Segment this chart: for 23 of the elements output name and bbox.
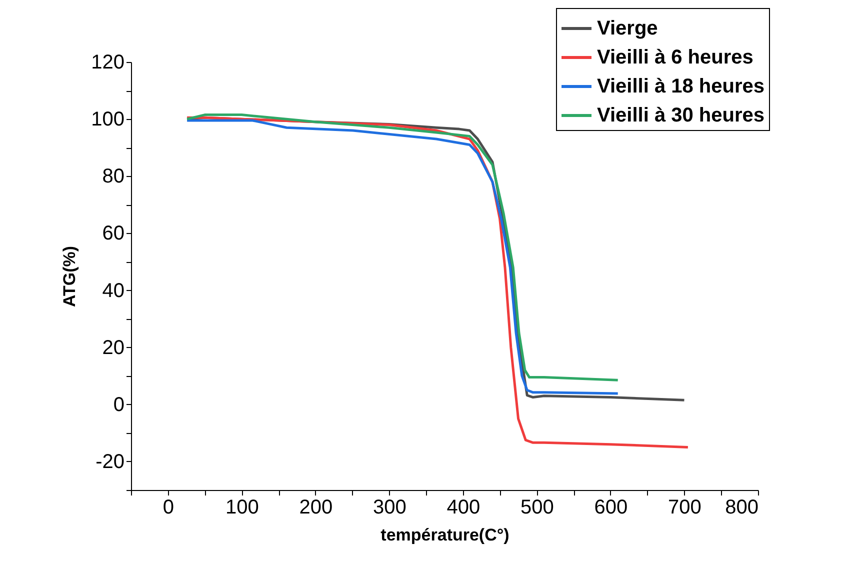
y-tick-label: 40 — [102, 280, 124, 302]
x-tick-label: 800 — [725, 496, 758, 518]
x-tick-label: 0 — [162, 496, 174, 518]
legend-label: Vieilli à 30 heures — [597, 104, 765, 126]
x-tick-label: 500 — [520, 496, 554, 518]
y-tick-label: 100 — [91, 108, 124, 131]
x-tick-label: 700 — [668, 496, 702, 518]
y-tick-label: 120 — [91, 52, 124, 74]
y-axis-title: ATG(%) — [60, 246, 80, 308]
legend-label: Vierge — [597, 18, 658, 40]
x-tick-label: 100 — [225, 496, 259, 518]
x-tick-label: 400 — [446, 496, 480, 518]
legend-label: Vieilli à 6 heures — [597, 46, 754, 68]
y-tick-label: 0 — [113, 394, 124, 416]
x-axis-title: température(C°) — [380, 526, 510, 544]
x-tick-label: 200 — [299, 496, 333, 518]
y-tick-label: 60 — [102, 222, 124, 245]
y-tick-label: 80 — [102, 166, 124, 188]
y-tick-label: -20 — [96, 450, 124, 473]
y-tick-label: 20 — [102, 336, 124, 359]
x-tick-label: 300 — [372, 496, 406, 518]
x-tick-label: 600 — [594, 496, 628, 518]
legend-label: Vieilli à 18 heures — [597, 76, 765, 98]
